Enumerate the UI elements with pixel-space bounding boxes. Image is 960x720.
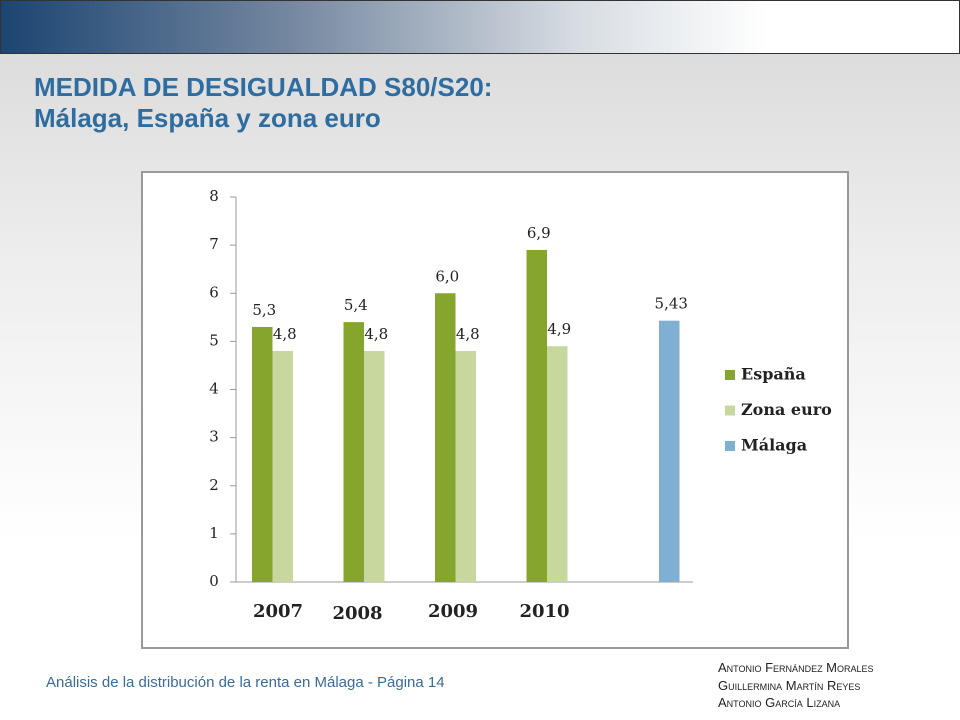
bar [364,351,385,582]
bar [272,351,293,582]
author: Antonio Fernández Morales [718,660,874,675]
y-tick-label: 1 [209,524,219,542]
y-tick-label: 6 [209,283,219,301]
authors: Antonio Fernández Morales Guillermina Ma… [718,659,874,712]
legend-swatch [725,441,735,451]
legend-label: Zona euro [741,400,832,419]
bar [547,346,568,582]
subtitle: Málaga, España y zona euro [34,103,381,133]
value-label: 5,3 [252,301,276,319]
y-tick-label: 2 [209,476,219,494]
x-tick-label: 2007 [253,601,303,622]
author: Guillermina Martín Reyes [718,677,861,693]
bar [455,351,476,582]
bar [343,322,364,582]
slide-title: MEDIDA DE DESIGUALDAD S80/S20: Málaga, Es… [34,72,492,134]
y-tick-label: 0 [209,572,219,590]
footer-text: Análisis de la distribución de la renta … [46,674,445,691]
y-tick-label: 8 [209,187,219,205]
legend-label: España [741,365,806,384]
header-bar [0,0,960,54]
bar [435,293,456,582]
legend-swatch [725,370,735,380]
bar [659,320,680,582]
value-label: 4,8 [364,325,388,343]
y-tick-label: 3 [209,428,219,446]
x-tick-label: 2010 [519,601,569,622]
bar [252,326,273,582]
y-tick-label: 7 [209,235,219,253]
value-label: 4,8 [273,325,297,343]
x-tick-label: 2008 [332,603,382,624]
title: MEDIDA DE DESIGUALDAD S80/S20: [34,72,493,102]
x-tick-label: 2009 [428,601,478,622]
legend-label: Málaga [741,436,807,455]
value-label: 6,0 [435,267,459,285]
author: Antonio García Lizana [718,695,841,710]
y-tick-label: 5 [209,331,219,349]
value-label: 5,4 [344,296,368,314]
value-label: 6,9 [527,224,551,242]
y-tick-label: 4 [209,380,219,398]
bar [526,249,547,582]
value-label: 5,43 [655,295,688,313]
value-label: 4,8 [456,325,480,343]
value-label: 4,9 [547,320,571,338]
legend-swatch [725,405,735,416]
